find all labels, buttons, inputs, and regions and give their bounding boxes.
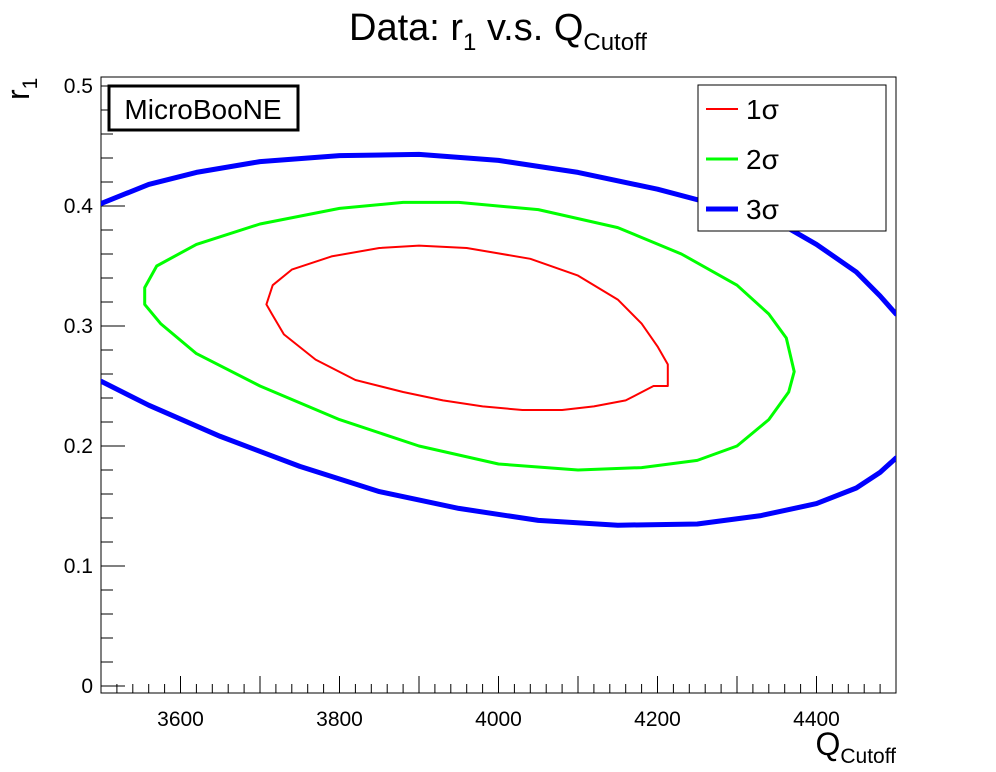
legend-label-sigma3: 3σ [746,194,779,225]
sigma3-contour-2 [101,378,896,528]
y-tick-label: 0.2 [64,435,93,458]
x-axis-label: QCutoff [815,726,896,768]
y-tick-label: 0.1 [64,555,93,578]
x-tick-label: 4000 [475,708,522,731]
x-tick-labels: 3600 3800 4000 4200 4400 [157,708,840,731]
axis-ticks [100,85,897,693]
sigma3-contour-1 [101,151,896,317]
x-tick-label: 3600 [157,708,204,731]
y-axis-label: r1 [0,78,42,100]
legend: 1σ 2σ 3σ [697,84,887,232]
legend-label-sigma1: 1σ [746,94,779,125]
microboone-text: MicroBooNE [124,94,281,125]
sigma2-contour [143,200,796,472]
chart-title: Data: r1 v.s. QCutoff [349,7,647,56]
contour-curves [101,151,896,528]
x-tick-label: 4200 [634,708,681,731]
x-tick-label: 4400 [793,708,840,731]
sigma1-contour [265,244,669,411]
microboone-label: MicroBooNE [107,84,300,132]
legend-label-sigma2: 2σ [746,144,779,175]
y-tick-labels: 0 0.1 0.2 0.3 0.4 0.5 [64,75,94,698]
x-tick-label: 3800 [316,708,363,731]
y-tick-label: 0.4 [64,195,94,218]
y-tick-label: 0.5 [64,75,93,98]
y-tick-label: 0 [81,675,93,698]
y-tick-label: 0.3 [64,315,93,338]
